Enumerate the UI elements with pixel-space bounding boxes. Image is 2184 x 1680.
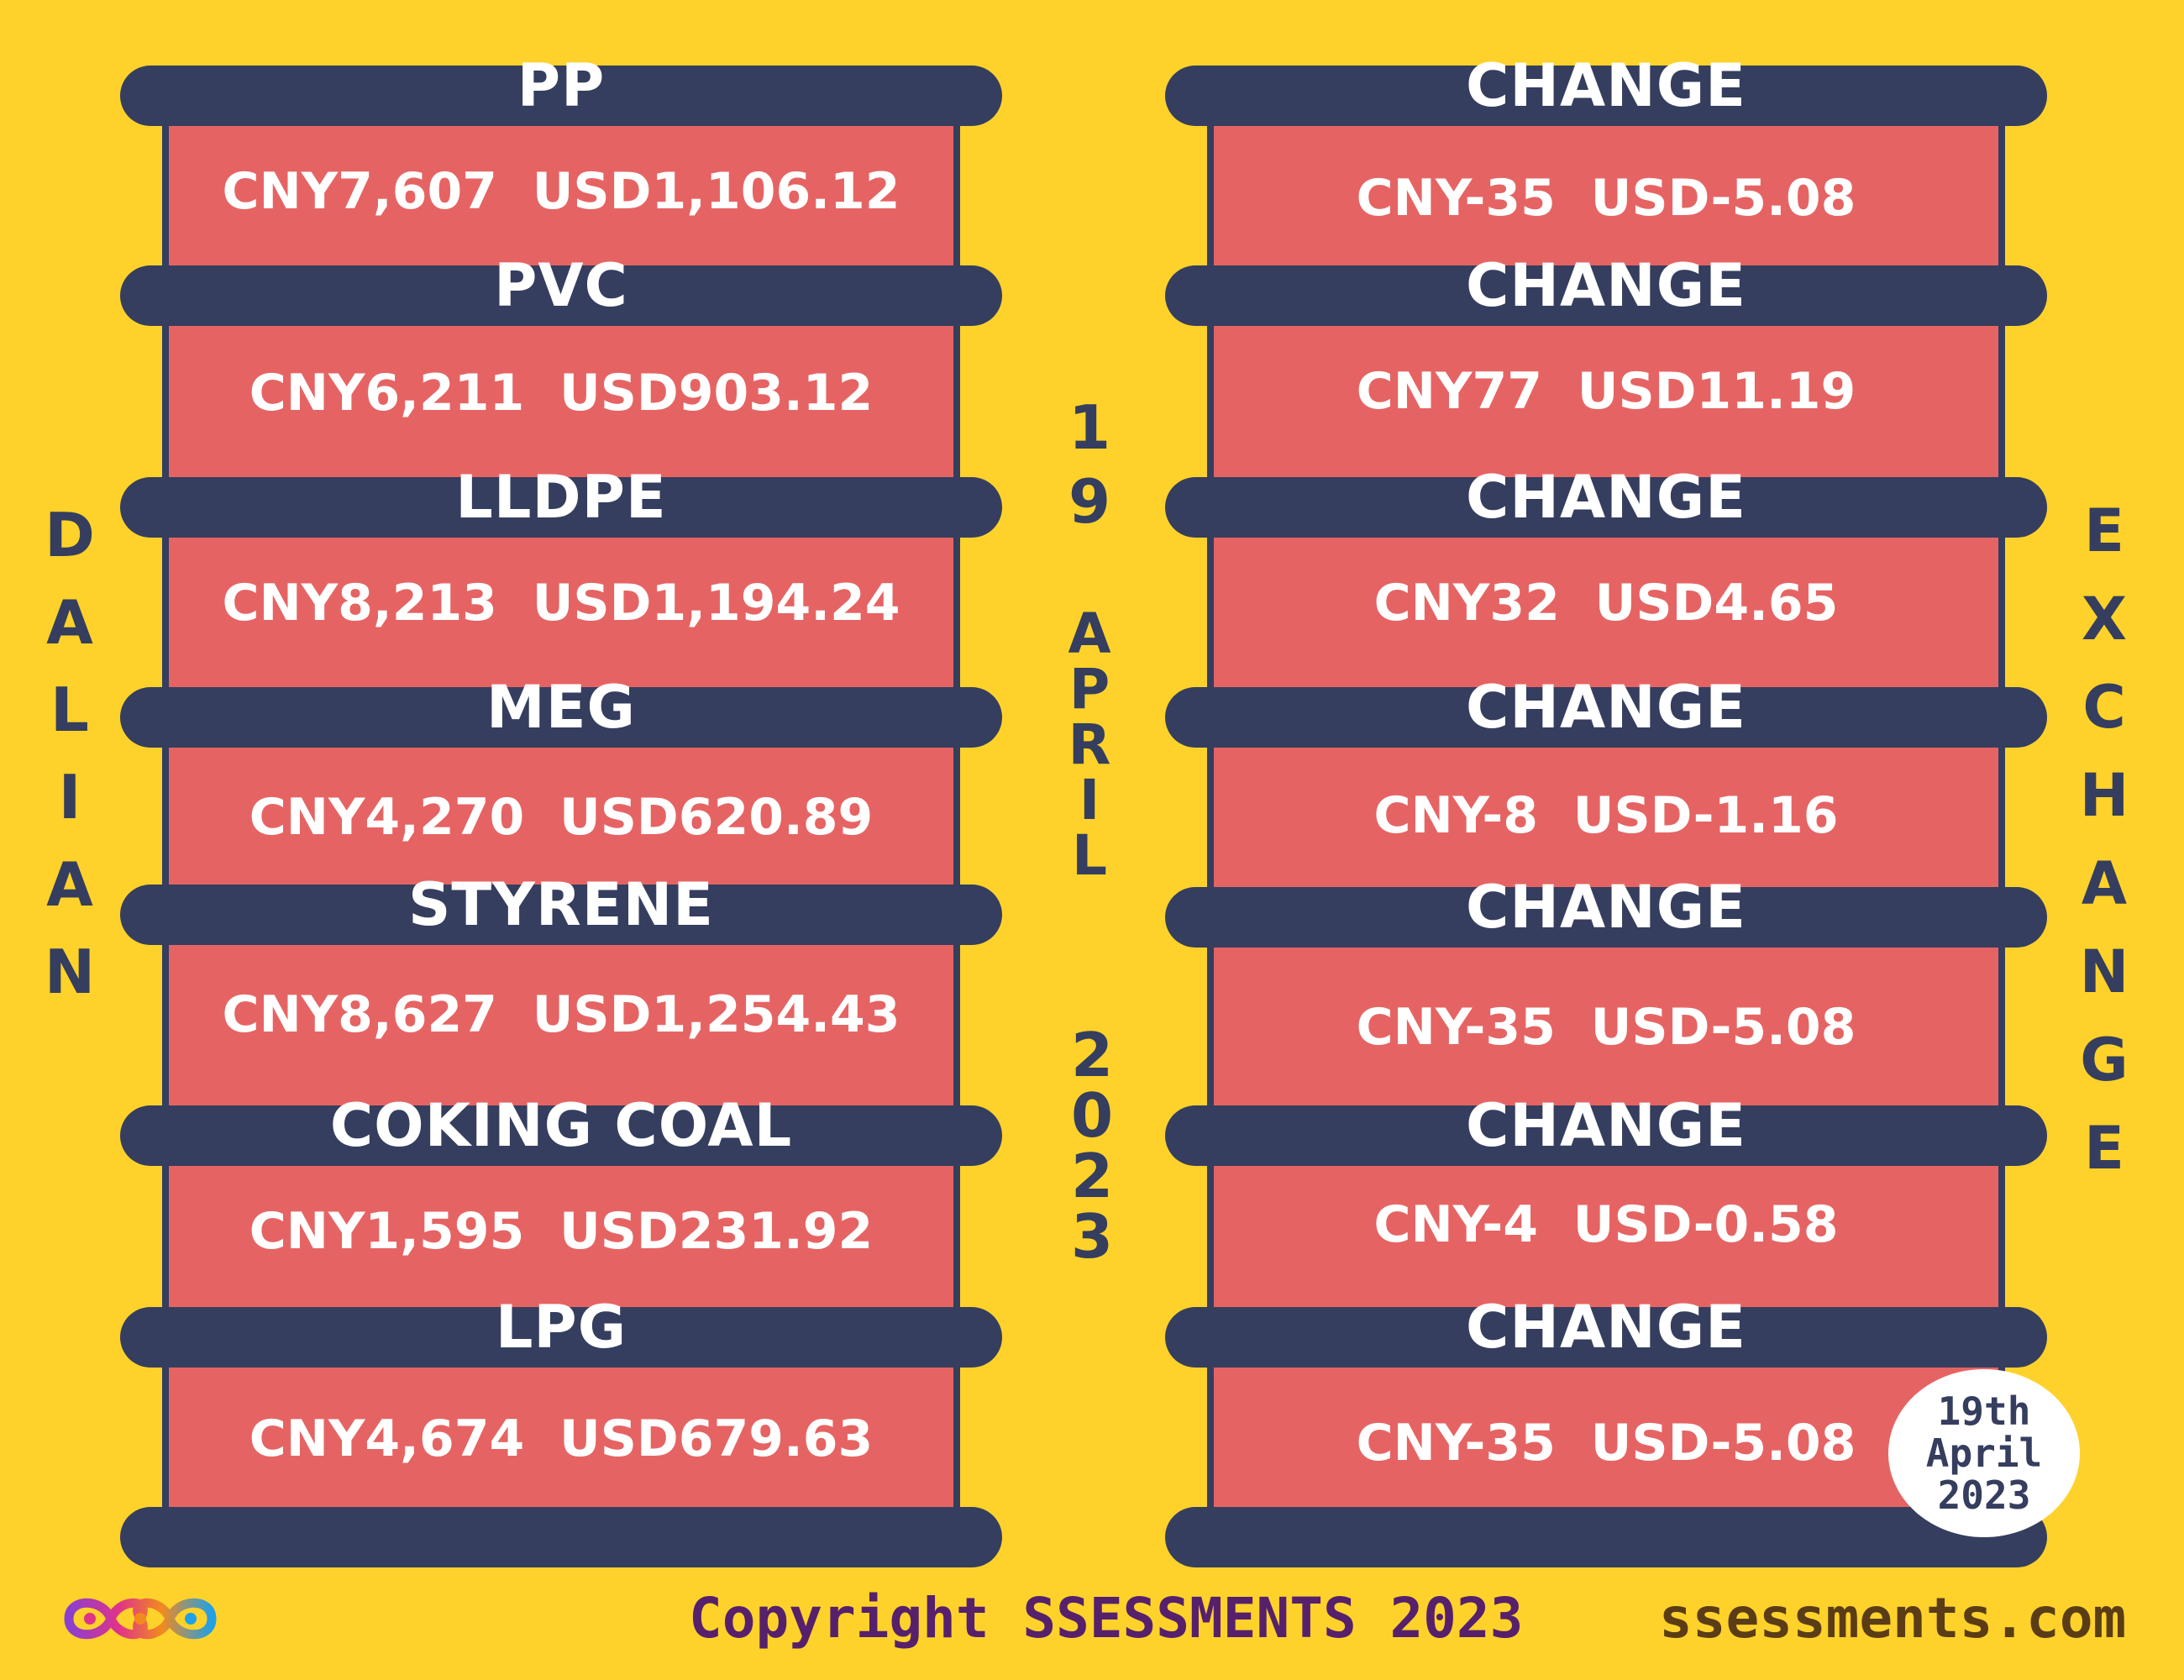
change-header: CHANGE [1165, 1095, 2047, 1166]
prices-panel [162, 91, 960, 1538]
product-header-pp: PP [120, 55, 1002, 126]
product-value-coking-coal: CNY1,595 USD231.92 [249, 1202, 874, 1261]
product-value-styrene: CNY8,627 USD1,254.43 [222, 985, 900, 1044]
badge-line-day: 19th [1937, 1389, 2031, 1434]
product-value-pvc: CNY6,211 USD903.12 [249, 364, 874, 423]
badge-line-month: April [1925, 1431, 2043, 1476]
product-value-lpg: CNY4,674 USD679.63 [249, 1410, 874, 1468]
date-day-vertical: 1 9 [1068, 392, 1111, 537]
product-header-coking-coal: COKING COAL [120, 1095, 1002, 1166]
change-value: CNY-35 USD-5.08 [1356, 1414, 1856, 1473]
changes-panel [1207, 91, 2005, 1538]
date-month-vertical: A P R I L [1068, 601, 1111, 888]
change-header: CHANGE [1165, 55, 2047, 126]
product-header-lldpe: LLDPE [120, 467, 1002, 538]
change-value: CNY77 USD11.19 [1356, 362, 1856, 421]
change-value: CNY32 USD4.65 [1373, 574, 1839, 633]
dalian-vertical-label: D A L I A N [44, 500, 96, 1007]
product-value-pp: CNY7,607 USD1,106.12 [222, 162, 900, 221]
product-header-styrene: STYRENE [120, 874, 1002, 945]
product-header-lpg: LPG [120, 1297, 1002, 1368]
date-year-vertical: 2 0 2 3 [1070, 1020, 1114, 1272]
bottom-bar [120, 1507, 1002, 1567]
product-header-meg: MEG [120, 677, 1002, 748]
product-header-pvc: PVC [120, 255, 1002, 326]
product-value-lldpe: CNY8,213 USD1,194.24 [222, 574, 900, 633]
change-value: CNY-35 USD-5.08 [1356, 169, 1856, 228]
exchange-vertical-label: E X C H A N G E [2079, 496, 2129, 1183]
website-link[interactable]: ssessments.com [1659, 1586, 2127, 1651]
change-header: CHANGE [1165, 467, 2047, 538]
bottom-bar [1165, 1507, 2047, 1567]
badge-line-year: 2023 [1937, 1473, 2031, 1518]
change-value: CNY-8 USD-1.16 [1373, 786, 1839, 845]
change-header: CHANGE [1165, 877, 2047, 948]
changes-column: CHANGE CNY-35 USD-5.08 CHANGE CNY77 USD1… [1165, 55, 2047, 1567]
copyright-text: Copyright SSESSMENTS 2023 [689, 1586, 1524, 1651]
product-value-meg: CNY4,270 USD620.89 [249, 788, 874, 847]
change-header: CHANGE [1165, 677, 2047, 748]
ssessments-logo-icon [64, 1598, 217, 1640]
change-value: CNY-35 USD-5.08 [1356, 998, 1856, 1057]
change-header: CHANGE [1165, 1297, 2047, 1368]
change-value: CNY-4 USD-0.58 [1373, 1195, 1839, 1254]
change-header: CHANGE [1165, 255, 2047, 326]
date-badge: 19th April 2023 [1888, 1369, 2080, 1537]
prices-column: PP CNY7,607 USD1,106.12 PVC CNY6,211 USD… [120, 55, 1002, 1567]
